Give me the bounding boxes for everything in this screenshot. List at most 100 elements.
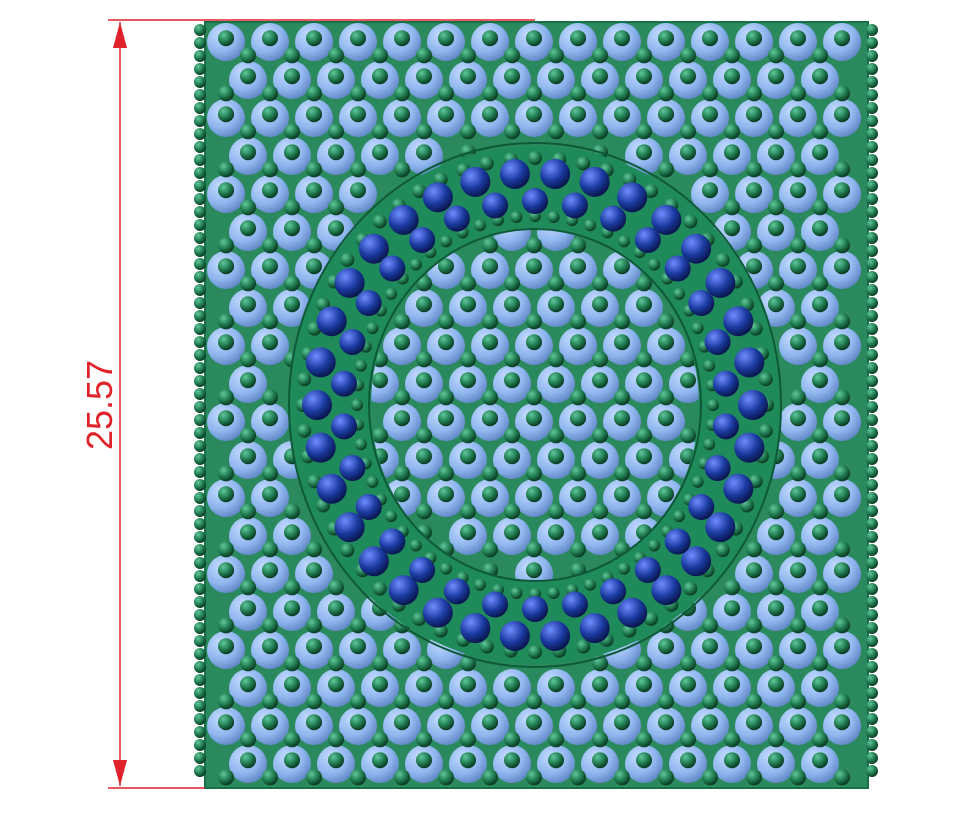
ring-atom [688,494,715,520]
lattice-atom-small [614,465,630,482]
lattice-atom-small [724,123,740,140]
lattice-atom-small [570,486,586,503]
lattice-atom-small [812,351,828,368]
ring-atom [422,182,453,213]
edge-atom [194,323,206,335]
edge-atom [866,674,878,686]
ring-atom [409,226,436,253]
ring-atom [355,290,382,316]
lattice-atom-small [746,258,762,275]
lattice-atom-small [526,258,542,275]
lattice-atom-small [218,638,234,655]
lattice-atom-small [240,524,256,541]
lattice-atom-small [834,85,850,102]
lattice-atom-small [394,465,410,482]
lattice-atom-small [240,655,256,672]
lattice-atom-small [658,714,674,731]
ring-atom [482,192,509,219]
lattice-atom-small [306,541,322,558]
edge-atom [194,206,206,218]
lattice-atom-small [526,237,542,254]
lattice-atom-small [768,123,784,140]
lattice-atom-small [548,296,564,313]
ring-atom-small [673,510,686,523]
lattice-atom-small [306,237,322,254]
lattice-atom-small [394,486,410,503]
ring-atom [355,494,382,520]
lattice-atom-small [526,334,542,351]
ring-atom-small [618,562,630,575]
lattice-atom-small [218,562,234,579]
edge-atom [194,609,206,621]
lattice-atom-small [812,220,828,237]
lattice-atom-small [812,600,828,617]
lattice-atom-small [482,85,498,102]
lattice-atom-small [614,389,630,406]
edge-atom [866,388,878,400]
edge-atom [194,349,206,361]
edge-atom [194,219,206,231]
lattice-atom-small [724,676,740,693]
edge-atom [866,167,878,179]
edge-atom [194,89,206,101]
ring-atom-small [576,156,591,171]
lattice-atom-small [746,714,762,731]
lattice-atom-small [262,486,278,503]
lattice-atom-small [482,334,498,351]
lattice-atom-small [768,503,784,520]
edge-atom [194,401,206,413]
lattice-atom-small [306,161,322,178]
lattice-atom-small [570,769,586,786]
lattice-atom-small [438,313,454,330]
edge-atom [194,661,206,673]
lattice-atom-small [724,579,740,596]
lattice-atom-small [504,296,520,313]
lattice-atom-small [614,693,630,710]
lattice-atom-small [658,410,674,427]
lattice-atom-small [394,410,410,427]
lattice-atom-small [306,617,322,634]
lattice-atom-small [240,676,256,693]
lattice-atom-small [790,389,806,406]
ring-atom [723,306,754,337]
edge-atom [194,50,206,62]
lattice-atom-small [834,258,850,275]
lattice-atom-small [394,106,410,123]
lattice-atom-small [438,769,454,786]
edge-atom [866,63,878,75]
lattice-atom-small [570,258,586,275]
lattice-atom-small [658,638,674,655]
edge-atom [194,310,206,322]
edge-atom [866,492,878,504]
lattice-atom-small [658,693,674,710]
lattice-atom-small [746,30,762,47]
lattice-atom-small [372,68,388,85]
ring-atom-small [372,214,387,229]
ring-atom [305,347,336,378]
lattice-atom-small [834,389,850,406]
lattice-atom-small [812,579,828,596]
edge-atom [194,427,206,439]
lattice-atom-small [592,448,608,465]
ring-atom [358,233,389,264]
lattice-atom-small [570,693,586,710]
ring-atom-small [366,322,379,335]
lattice-atom-small [262,389,278,406]
lattice-atom-small [218,313,234,330]
lattice-atom-small [306,85,322,102]
ring-atom-small [584,219,597,232]
lattice-atom-small [614,714,630,731]
lattice-atom-small [768,144,784,161]
ring-atom [705,267,736,298]
edge-atom [194,648,206,660]
ring-atom [443,205,470,232]
lattice-atom-small [790,714,806,731]
lattice-atom-small [350,638,366,655]
ring-atom-small [440,562,452,575]
edge-atom [194,193,206,205]
lattice-atom-small [636,676,652,693]
ring-atom-small [683,214,698,229]
lattice-atom-small [372,752,388,769]
lattice-atom-small [658,389,674,406]
